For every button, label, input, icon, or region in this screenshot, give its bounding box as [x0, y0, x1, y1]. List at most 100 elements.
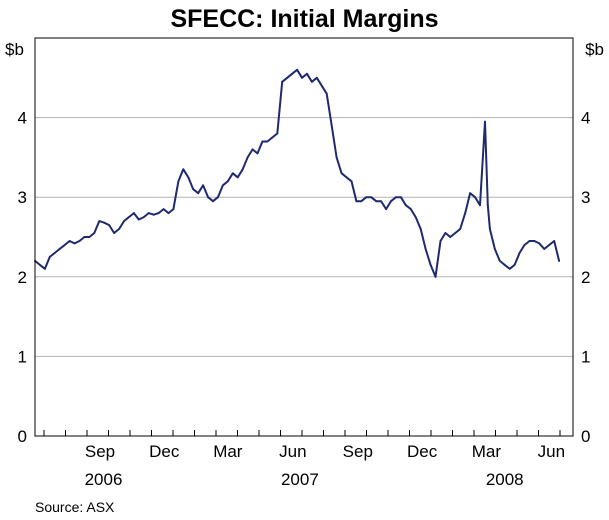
- data-point: [528, 240, 531, 242]
- data-point: [330, 124, 333, 127]
- data-point: [439, 240, 442, 242]
- x-axis-labels: Sep Dec Mar Jun Sep Dec Mar Jun 2006 2007 2008: [85, 442, 565, 489]
- data-point: [340, 172, 343, 175]
- data-point: [400, 196, 402, 199]
- data-point: [474, 196, 476, 199]
- data-point: [493, 248, 496, 250]
- data-point: [58, 248, 61, 250]
- x-year-label: 2006: [85, 470, 123, 489]
- data-point: [63, 244, 66, 246]
- data-point: [484, 120, 486, 123]
- data-point: [306, 72, 308, 75]
- y-tick-label-left: 1: [18, 347, 27, 366]
- data-point: [543, 248, 546, 250]
- data-point: [390, 200, 392, 203]
- data-point: [523, 244, 526, 246]
- data-point: [370, 196, 373, 199]
- data-point: [98, 220, 101, 223]
- data-point: [261, 140, 264, 143]
- data-point: [311, 80, 313, 83]
- data-point: [113, 232, 115, 234]
- data-point: [207, 196, 210, 199]
- data-point: [236, 176, 239, 179]
- data-point: [187, 176, 190, 179]
- data-point: [83, 236, 86, 238]
- data-point: [167, 212, 170, 215]
- data-point: [241, 168, 244, 171]
- data-point: [434, 275, 437, 278]
- x-month-label: Dec: [407, 442, 438, 461]
- data-point: [246, 156, 249, 159]
- y-tick-label-right: 1: [581, 347, 590, 366]
- data-point: [162, 208, 165, 211]
- data-point: [217, 196, 219, 199]
- y-axis-labels: 0 0 1 1 2 2 3 3 4 4: [18, 109, 591, 446]
- data-point: [409, 208, 412, 211]
- data-point: [513, 264, 516, 266]
- data-point: [479, 204, 481, 207]
- data-point: [315, 76, 318, 79]
- data-point: [429, 264, 432, 266]
- data-point: [533, 240, 536, 242]
- data-point: [157, 212, 160, 215]
- data-point: [380, 200, 382, 203]
- y-tick-label-right: 4: [581, 109, 590, 128]
- data-point: [385, 208, 387, 211]
- data-point: [503, 264, 506, 266]
- data-point: [39, 264, 41, 266]
- data-point: [108, 224, 111, 227]
- data-point: [78, 240, 81, 242]
- data-point: [404, 204, 407, 207]
- data-point: [345, 176, 348, 179]
- data-point: [251, 148, 254, 151]
- data-point: [222, 184, 224, 187]
- series-layer: [34, 68, 561, 278]
- data-point: [147, 212, 150, 215]
- series-line: [34, 68, 561, 278]
- data-point: [44, 267, 46, 270]
- data-point: [350, 180, 353, 183]
- data-point: [414, 216, 417, 219]
- x-month-label: Sep: [85, 442, 115, 461]
- data-point: [464, 212, 467, 215]
- data-point: [424, 248, 427, 250]
- data-point: [375, 200, 378, 203]
- x-month-label: Jun: [538, 442, 565, 461]
- data-point: [226, 180, 229, 183]
- data-point: [395, 196, 397, 199]
- data-point: [320, 84, 323, 87]
- x-month-label: Dec: [149, 442, 180, 461]
- data-point: [360, 200, 363, 203]
- data-point: [335, 156, 338, 159]
- data-point: [459, 228, 462, 230]
- data-point: [444, 232, 447, 234]
- data-point: [419, 228, 422, 230]
- data-point: [172, 208, 175, 211]
- data-point: [53, 252, 56, 254]
- data-point: [489, 228, 491, 230]
- y-tick-label-left: 4: [18, 109, 27, 128]
- plot-frame: [34, 37, 574, 437]
- source-note: Source: ASX: [35, 499, 115, 515]
- data-point: [508, 267, 511, 270]
- data-point: [192, 188, 195, 191]
- data-point: [93, 232, 96, 234]
- left-unit-label: $b: [5, 40, 24, 59]
- data-point: [197, 192, 200, 195]
- x-month-label: Mar: [213, 442, 243, 461]
- data-point: [498, 260, 501, 262]
- data-point: [281, 80, 284, 83]
- data-point: [88, 236, 91, 238]
- data-point: [291, 72, 293, 75]
- data-point: [276, 132, 279, 135]
- data-point: [152, 213, 155, 216]
- data-point: [103, 221, 106, 224]
- data-point: [355, 200, 358, 203]
- y-tick-label-right: 3: [581, 188, 590, 207]
- y-tick-label-right: 0: [581, 427, 590, 446]
- data-point: [558, 260, 560, 262]
- y-tick-label-right: 2: [581, 268, 590, 287]
- data-point: [271, 136, 274, 139]
- data-point: [48, 256, 51, 258]
